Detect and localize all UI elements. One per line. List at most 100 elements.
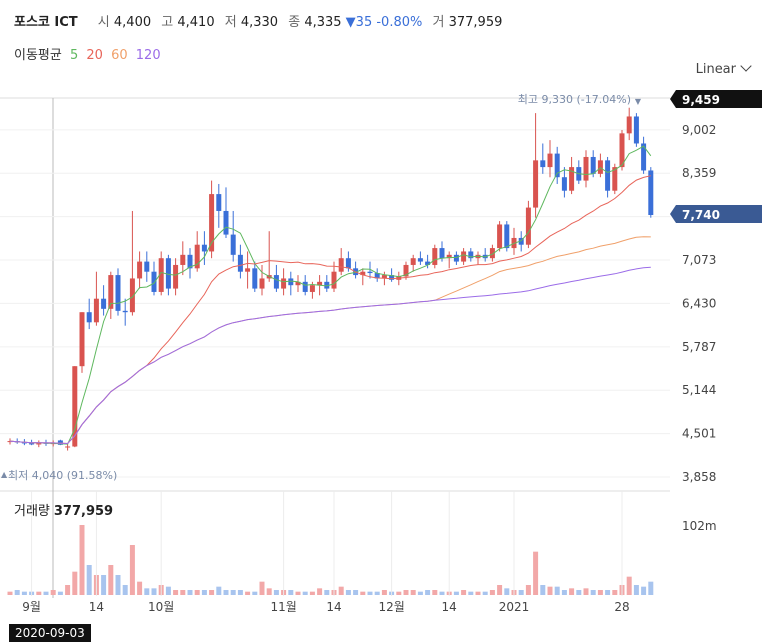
volume-bar xyxy=(432,590,438,595)
ma60-legend[interactable]: 60 xyxy=(111,48,128,63)
candle-body xyxy=(648,170,654,216)
volume-bar xyxy=(43,591,49,595)
candle-body xyxy=(237,254,243,272)
volume-header-value: 377,959 xyxy=(448,15,503,30)
min-price-annotation: 최저 4,040 (91.58%) xyxy=(8,469,117,482)
x-tick-label: 9월 xyxy=(22,600,41,614)
ma5-legend[interactable]: 5 xyxy=(69,48,79,63)
volume-bar xyxy=(201,590,207,595)
y-tick-label: 4,501 xyxy=(682,427,716,441)
volume-bar xyxy=(583,588,589,595)
volume-bar xyxy=(576,590,582,595)
volume-bar xyxy=(518,590,524,595)
candle-body xyxy=(108,275,114,309)
candle-body xyxy=(209,194,215,252)
ma120-line xyxy=(9,266,651,445)
candle-body xyxy=(281,278,287,289)
volume-header-label: 거 xyxy=(432,15,445,30)
candle-body xyxy=(201,244,207,252)
top-price-tag: 9,459 xyxy=(670,90,762,108)
volume-bar xyxy=(65,585,71,595)
volume-bar xyxy=(21,591,27,595)
candle-body xyxy=(597,160,603,174)
volume-bar xyxy=(360,591,366,595)
selected-date-badge: 2020-09-03 xyxy=(9,624,91,642)
change-percent: -0.80% xyxy=(376,15,423,30)
volume-bar xyxy=(396,591,402,595)
candle-body xyxy=(446,254,452,259)
volume-bar xyxy=(252,591,258,595)
volume-bar xyxy=(101,575,107,595)
candle-body xyxy=(137,261,143,279)
candle-body xyxy=(309,285,315,292)
close-label: 종 xyxy=(288,15,301,30)
volume-bar xyxy=(324,590,330,595)
close-value: 4,335 xyxy=(304,15,342,30)
volume-bar xyxy=(453,591,459,595)
candle-body xyxy=(144,261,150,272)
low-value: 4,330 xyxy=(240,15,279,30)
ma120-legend[interactable]: 120 xyxy=(135,48,161,63)
candle-body xyxy=(547,153,553,168)
candle-body xyxy=(439,248,445,259)
volume-bar xyxy=(353,590,359,595)
volume-bar xyxy=(14,590,20,595)
candle-body xyxy=(93,298,99,323)
candle-body xyxy=(453,254,459,262)
volume-bar xyxy=(259,581,265,595)
candle-body xyxy=(425,261,431,265)
x-tick-label: 11월 xyxy=(270,600,296,614)
volume-axis-label: 102m xyxy=(682,519,717,533)
candle-body xyxy=(367,271,373,274)
volume-bar xyxy=(209,590,215,595)
candle-body xyxy=(504,224,510,249)
candle-body xyxy=(317,281,323,286)
volume-bar xyxy=(230,590,236,595)
volume-bar xyxy=(57,591,63,595)
scale-dropdown[interactable]: Linear xyxy=(695,60,752,77)
high-value: 4,410 xyxy=(177,15,215,30)
volume-bar xyxy=(367,591,373,595)
candle-body xyxy=(345,258,351,269)
volume-bar xyxy=(216,586,222,595)
volume-bar xyxy=(115,575,121,595)
change-value: 35 xyxy=(355,15,373,30)
candle-body xyxy=(561,177,567,191)
candle-body xyxy=(338,258,344,272)
max-price-annotation: 최고 9,330 (-17.04%) xyxy=(518,93,631,106)
current-price-tag-text: 7,740 xyxy=(682,208,720,222)
volume-bar xyxy=(317,588,323,595)
volume-bar xyxy=(605,590,611,595)
scale-dropdown-label: Linear xyxy=(695,62,736,77)
volume-bar xyxy=(245,591,251,595)
candle-body xyxy=(173,264,179,289)
candle-body xyxy=(374,273,380,279)
volume-bar xyxy=(381,590,387,595)
volume-bar xyxy=(590,590,596,595)
candle-body xyxy=(223,210,229,235)
volume-bar xyxy=(288,590,294,595)
candle-body xyxy=(273,275,279,289)
candle-body xyxy=(389,275,395,280)
volume-bar xyxy=(108,565,114,595)
volume-bar xyxy=(626,576,632,595)
volume-bar xyxy=(417,591,423,595)
candle-body xyxy=(65,446,71,448)
candle-body xyxy=(612,167,618,191)
volume-bar xyxy=(7,591,13,595)
volume-bar xyxy=(569,588,575,595)
volume-bar xyxy=(525,585,531,595)
candle-body xyxy=(403,264,409,277)
volume-bar xyxy=(410,590,416,595)
x-tick-label: 28 xyxy=(614,600,629,614)
volume-bar xyxy=(468,591,474,595)
open-label: 시 xyxy=(97,15,110,30)
top-price-tag-text: 9,459 xyxy=(682,93,720,107)
volume-panel-title: 거래량 xyxy=(14,504,50,519)
candle-body xyxy=(554,153,560,178)
x-tick-label: 14 xyxy=(89,600,104,614)
x-tick-label: 12월 xyxy=(378,600,404,614)
ma20-legend[interactable]: 20 xyxy=(86,48,103,63)
volume-bar xyxy=(309,591,315,595)
